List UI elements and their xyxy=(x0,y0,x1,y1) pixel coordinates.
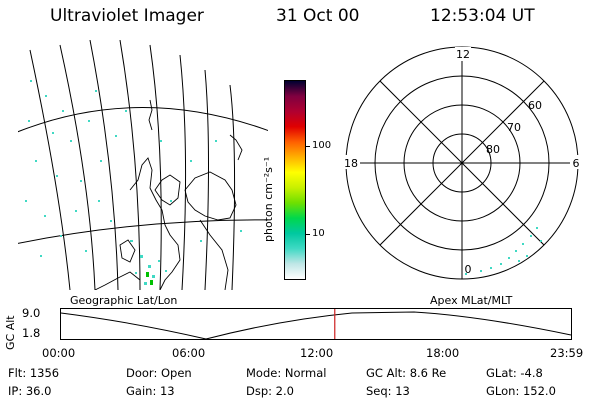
timeline-frame xyxy=(60,308,572,340)
map-grid-lines xyxy=(18,40,268,290)
mode-status: Mode: Normal xyxy=(246,366,327,380)
timeline-ytick-1-8: 1.8 xyxy=(22,326,41,340)
colorbar-label-10: 10 xyxy=(312,228,325,239)
gc-altitude: GC Alt: 8.6 Re xyxy=(366,366,447,380)
altitude-curve xyxy=(60,311,572,340)
colorbar xyxy=(284,80,306,280)
gain-value: Gain: 13 xyxy=(126,384,175,398)
date-display: 31 Oct 00 xyxy=(276,6,360,26)
app-title: Ultraviolet Imager xyxy=(50,6,204,26)
time-display: 12:53:04 UT xyxy=(430,6,535,26)
polar-panel-label: Apex MLat/MLT xyxy=(430,294,513,307)
timeline-ytick-9: 9.0 xyxy=(22,306,41,320)
geographic-latitude: GLat: -4.8 xyxy=(486,366,543,380)
timeline-xtick-1200: 12:00 xyxy=(300,346,334,360)
aurora-emission-dots xyxy=(25,80,242,285)
mlat-label-60: 60 xyxy=(528,99,542,112)
aurora-bright-spot xyxy=(146,272,153,285)
altitude-timeline xyxy=(60,308,572,340)
polar-plot: 12 18 6 0 60 70 80 xyxy=(342,46,582,280)
sequence-number: Seq: 13 xyxy=(366,384,410,398)
colorbar-gradient xyxy=(284,80,306,280)
geographic-longitude: GLon: 152.0 xyxy=(486,384,556,398)
timeline-xtick-1800: 18:00 xyxy=(426,346,460,360)
geographic-panel-label: Geographic Lat/Lon xyxy=(70,294,178,307)
timeline-axis-label: GC Alt xyxy=(4,315,17,350)
polar-grid xyxy=(345,46,579,280)
colorbar-unit-label: photon cm⁻²s⁻¹ xyxy=(262,156,275,242)
coastline-outline xyxy=(94,99,243,290)
mlat-label-70: 70 xyxy=(507,121,521,134)
door-status: Door: Open xyxy=(126,366,192,380)
colorbar-tick-100 xyxy=(306,146,310,147)
mlt-label-12: 12 xyxy=(456,48,470,61)
geographic-map xyxy=(18,40,268,290)
dsp-value: Dsp: 2.0 xyxy=(246,384,294,398)
timeline-xtick-2359: 23:59 xyxy=(550,346,584,360)
colorbar-label-100: 100 xyxy=(312,140,332,151)
timeline-xtick-0600: 06:00 xyxy=(172,346,206,360)
flight-number: Flt: 1356 xyxy=(8,366,60,380)
mlat-label-80: 80 xyxy=(486,143,500,156)
polar-emission-dots xyxy=(465,227,542,275)
mlt-label-18: 18 xyxy=(344,157,358,170)
colorbar-tick-10 xyxy=(306,234,310,235)
ip-value: IP: 36.0 xyxy=(8,384,52,398)
timeline-xtick-0000: 00:00 xyxy=(42,346,76,360)
mlt-label-0: 0 xyxy=(465,263,472,276)
mlt-label-6: 6 xyxy=(573,157,580,170)
